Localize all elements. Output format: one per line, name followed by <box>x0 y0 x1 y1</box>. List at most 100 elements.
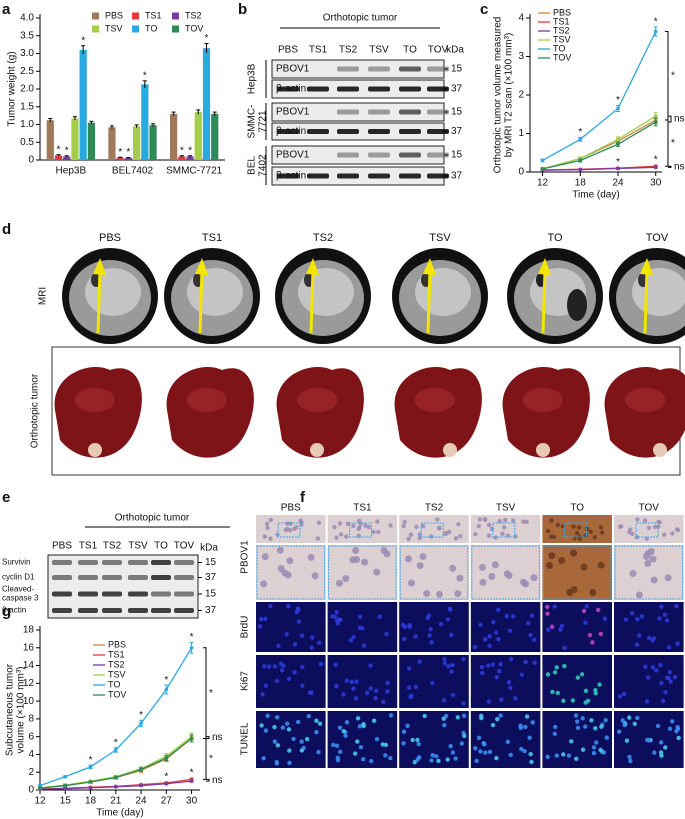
band <box>174 575 194 580</box>
band <box>368 173 390 179</box>
band <box>427 129 449 134</box>
cell <box>315 536 321 541</box>
cell <box>617 729 622 734</box>
cell <box>334 743 340 748</box>
cell <box>406 685 412 690</box>
blot-strip <box>47 554 199 619</box>
y-tick-label: 16 <box>23 642 35 653</box>
cell <box>505 739 511 745</box>
cell <box>519 672 525 677</box>
cell <box>402 624 408 630</box>
cell <box>332 614 338 619</box>
cell-line-label: BEL <box>247 156 258 175</box>
bar <box>108 127 116 160</box>
cell <box>670 719 675 724</box>
cell <box>603 717 608 723</box>
cell <box>357 518 362 524</box>
legend-label: TSV <box>105 23 123 33</box>
bracket-label: * <box>209 754 213 765</box>
cell <box>571 524 576 529</box>
kda-label: 15 <box>451 107 463 118</box>
point <box>88 780 93 784</box>
cell <box>337 725 343 730</box>
column-label: TS2 <box>313 232 333 244</box>
cell <box>649 555 657 563</box>
cell <box>272 739 278 744</box>
cell <box>278 661 284 666</box>
legend-label: TO <box>145 23 157 33</box>
lane-label: TSV <box>369 45 389 56</box>
cell <box>261 553 269 561</box>
cell <box>296 619 302 624</box>
cell <box>550 689 555 695</box>
column-label: PBS <box>99 232 121 244</box>
zoom-box <box>492 522 516 538</box>
point <box>164 687 169 692</box>
cell <box>494 755 499 761</box>
cell <box>580 747 586 752</box>
band <box>277 173 299 179</box>
cell <box>286 603 291 609</box>
y-axis-label: by MRI T2 scan (×100 mm³) <box>504 33 515 158</box>
cell <box>280 725 286 730</box>
bar <box>87 122 95 160</box>
significance-mark: * <box>89 755 93 766</box>
cell <box>490 662 496 667</box>
bar <box>63 156 71 160</box>
cell <box>448 607 453 612</box>
cell <box>504 613 510 619</box>
point <box>139 767 143 772</box>
point <box>616 137 620 142</box>
cell <box>371 718 377 723</box>
cell <box>532 660 537 665</box>
cell <box>662 532 667 537</box>
cell <box>545 604 550 610</box>
cell <box>477 517 483 522</box>
cell <box>449 632 454 638</box>
cell <box>284 571 292 579</box>
cell <box>604 735 610 740</box>
cell <box>454 590 462 598</box>
band <box>427 86 449 92</box>
band <box>128 560 148 565</box>
cell <box>599 724 604 729</box>
cell <box>357 724 363 729</box>
cell <box>292 642 298 647</box>
cell <box>375 519 380 524</box>
cell <box>335 621 341 626</box>
x-tick-label: 18 <box>85 796 97 807</box>
bar <box>178 156 186 160</box>
micrograph <box>470 602 541 652</box>
point <box>578 137 583 142</box>
liver <box>54 366 142 458</box>
cell <box>597 682 602 687</box>
bracket <box>668 165 672 168</box>
cell <box>292 526 297 531</box>
cell <box>441 698 447 703</box>
zoom-box <box>635 522 659 538</box>
cell <box>668 679 673 684</box>
band <box>337 109 359 115</box>
mri-tumor <box>567 289 587 321</box>
cell <box>573 713 579 718</box>
cell <box>509 656 514 662</box>
cell <box>558 556 566 564</box>
cell <box>405 555 413 563</box>
band <box>52 608 72 613</box>
cell <box>575 719 580 724</box>
legend-label: PBS <box>108 639 126 649</box>
cell <box>453 756 458 761</box>
band <box>337 86 359 92</box>
micrograph <box>256 711 326 768</box>
bar <box>194 112 202 160</box>
cell <box>546 528 551 534</box>
panel-label: g <box>2 603 11 620</box>
band <box>78 560 98 565</box>
significance-mark: * <box>126 147 130 158</box>
bar <box>54 155 63 160</box>
cell <box>371 529 376 535</box>
significance-mark: * <box>578 127 582 138</box>
zoom-box <box>420 522 444 538</box>
cell <box>582 724 588 729</box>
cell <box>591 750 597 756</box>
